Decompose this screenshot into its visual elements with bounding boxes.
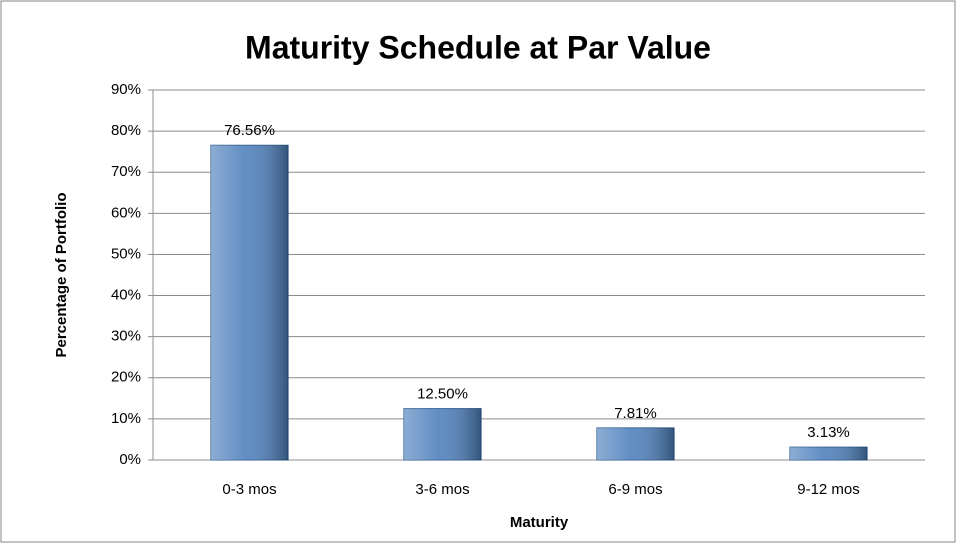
y-axis-label: Percentage of Portfolio bbox=[53, 192, 70, 357]
y-tick-label: 50% bbox=[111, 245, 141, 262]
data-label: 3.13% bbox=[807, 424, 850, 441]
x-tick-label: 6-9 mos bbox=[608, 481, 662, 498]
x-tick-label: 9-12 mos bbox=[797, 481, 860, 498]
y-tick-label: 20% bbox=[111, 369, 141, 386]
y-tick-label: 90% bbox=[111, 81, 141, 98]
y-tick-label: 0% bbox=[119, 451, 141, 468]
data-label: 7.81% bbox=[614, 405, 657, 422]
data-label: 12.50% bbox=[417, 386, 468, 403]
bar-shading bbox=[403, 408, 482, 460]
chart-title: Maturity Schedule at Par Value bbox=[245, 29, 711, 65]
x-tick-label: 3-6 mos bbox=[415, 481, 469, 498]
y-tick-label: 10% bbox=[111, 410, 141, 427]
y-tick-label: 60% bbox=[111, 204, 141, 221]
y-tick-label: 80% bbox=[111, 122, 141, 139]
y-tick-label: 40% bbox=[111, 287, 141, 304]
y-tick-label: 70% bbox=[111, 163, 141, 180]
x-tick-label: 0-3 mos bbox=[222, 481, 276, 498]
x-axis-label: Maturity bbox=[510, 514, 569, 531]
data-label: 76.56% bbox=[224, 122, 275, 139]
bar-shading bbox=[789, 447, 868, 460]
bar-shading bbox=[596, 427, 675, 460]
bar-shading bbox=[210, 145, 289, 460]
y-tick-label: 30% bbox=[111, 328, 141, 345]
